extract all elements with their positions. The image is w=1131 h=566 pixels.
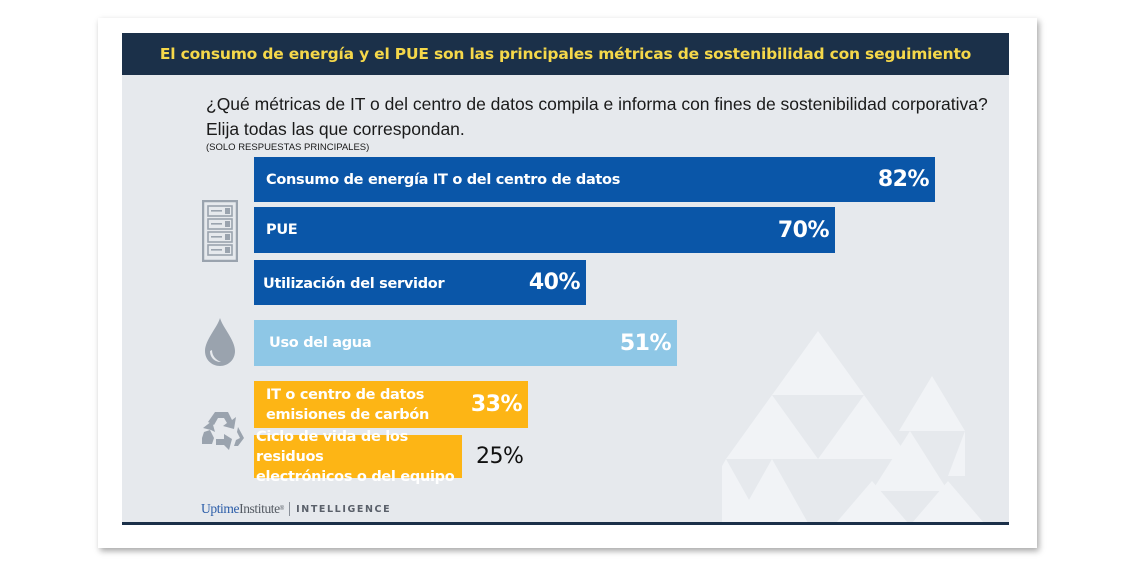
triangle-decoration — [948, 431, 965, 476]
bar-6: Ciclo de vida de los residuos electrónico… — [254, 429, 524, 485]
bar-label: IT o centro de datos emisiones de carbón — [266, 385, 429, 425]
respondent-note: (SOLO RESPUESTAS PRINCIPALES) — [206, 142, 370, 153]
triangle-decoration — [818, 395, 910, 459]
chart-title: El consumo de energía y el PUE son las p… — [159, 45, 972, 63]
triangle-decoration — [899, 376, 965, 431]
triangle-decoration — [726, 395, 818, 459]
bar-5: IT o centro de datos emisiones de carbón 3… — [254, 381, 528, 428]
question-line-1: ¿Qué métricas de IT o del centro de dato… — [206, 94, 988, 114]
bar-label-line: IT o centro de datos — [266, 386, 425, 403]
survey-question: ¿Qué métricas de IT o del centro de dato… — [206, 92, 996, 142]
logo-divider — [289, 502, 291, 516]
triangle-decoration — [836, 481, 908, 523]
uptime-institute-logo: Uptime Institute ® INTELLIGENCE — [201, 501, 391, 517]
triangle-decoration — [772, 331, 864, 395]
logo-intelligence-text: INTELLIGENCE — [296, 503, 392, 515]
question-line-2: Elija todas las que correspondan. — [206, 119, 465, 139]
bar-label-line: Ciclo de vida de los residuos — [256, 428, 408, 465]
bar-label-line: Uso del agua — [269, 335, 372, 351]
bar-value-label: 33% — [470, 392, 523, 417]
bar-4: Uso del agua 51% — [254, 320, 677, 366]
water-drop-icon — [205, 318, 235, 366]
bar-label-line: Utilización del servidor — [263, 275, 445, 292]
triangle-decoration — [912, 481, 984, 523]
bar-label-line: electrónicos o del equipo — [256, 468, 455, 485]
decorative-triangles — [722, 331, 984, 523]
bar-label-line: emisiones de carbón — [266, 406, 430, 423]
bar-3: Utilización del servidor 40% — [254, 260, 586, 305]
logo-uptime-text: Uptime — [201, 501, 240, 516]
bar-value-label: 70% — [777, 217, 830, 243]
server-rack-icon — [202, 200, 238, 262]
bar-value-label: 40% — [528, 270, 581, 295]
recycle-icon — [202, 412, 244, 450]
bar-value-label: 51% — [619, 330, 672, 356]
logo-institute-text: Institute — [239, 501, 280, 516]
bar-value-label: 82% — [877, 167, 930, 192]
bottom-rule — [122, 522, 1009, 525]
triangle-decoration — [736, 459, 808, 523]
triangle-decoration — [872, 431, 948, 491]
bar-value-label: 25% — [476, 444, 524, 469]
bar-label: Ciclo de vida de los residuos electrónico… — [256, 427, 462, 487]
chart-header: El consumo de energía y el PUE son las p… — [122, 33, 1009, 75]
bar-label: Utilización del servidor — [263, 274, 445, 294]
bar-1: Consumo de energía IT o del centro de da… — [254, 157, 935, 202]
bar-label: PUE — [266, 220, 298, 240]
bar-label: Uso del agua — [269, 333, 372, 353]
bar-label-line: Consumo de energía IT o del centro de da… — [266, 171, 621, 188]
chart-panel: El consumo de energía y el PUE son las p… — [122, 33, 1009, 525]
bar-2: PUE 70% — [254, 207, 835, 253]
bar-label-line: PUE — [266, 222, 298, 238]
bar-label: Consumo de energía IT o del centro de da… — [266, 170, 620, 190]
logo-registered-mark: ® — [279, 506, 285, 512]
